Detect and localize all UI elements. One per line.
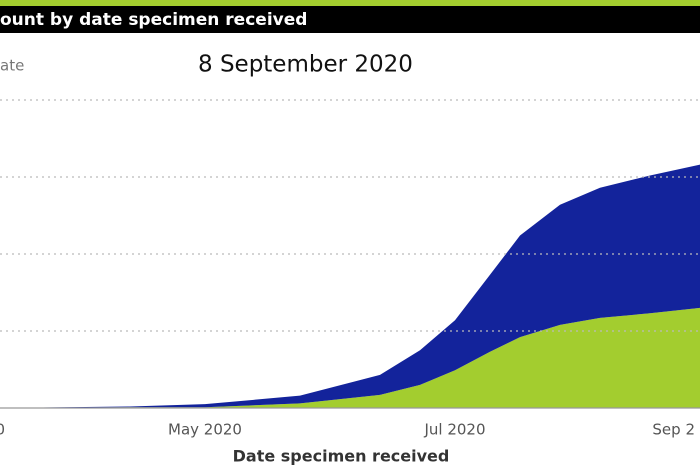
legend-title: ate: [0, 57, 24, 75]
date-annotation: 8 September 2020: [198, 52, 413, 78]
title-bar: [0, 6, 700, 33]
x-tick-label: 0: [0, 421, 5, 439]
chart-title: ount by date specimen received: [0, 10, 307, 30]
area: [0, 164, 700, 408]
area: [0, 307, 700, 408]
x-tick-label: May 2020: [168, 421, 242, 439]
top-stripe: [0, 0, 700, 6]
x-axis-title: Date specimen received: [233, 447, 450, 466]
x-tick-label: Jul 2020: [423, 421, 485, 439]
x-tick-label: Sep 2: [652, 421, 695, 439]
